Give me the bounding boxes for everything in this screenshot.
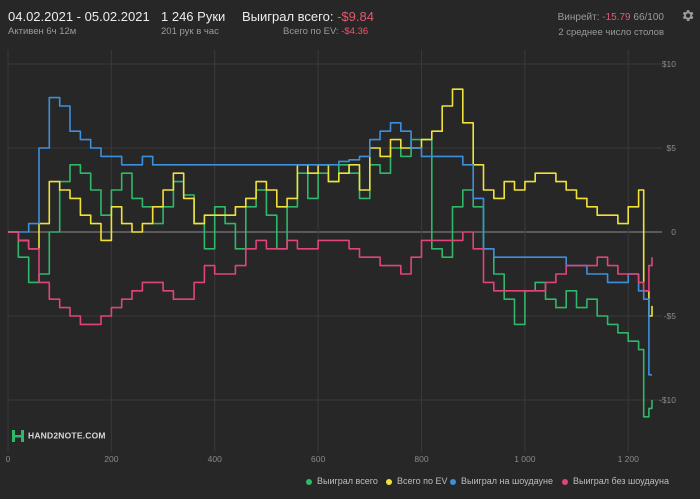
active-time: Активен 6ч 12м — [8, 26, 77, 37]
won-total-label: Выиграл всего: — [242, 9, 334, 24]
x-tick-label: 400 — [208, 454, 222, 464]
ev-total-label: Всего по EV: — [283, 26, 339, 37]
y-axis-ticks: $10 $5 0 -$5 -$10 — [659, 59, 676, 405]
legend-label-ev-total: Всего по EV — [397, 476, 448, 486]
x-axis-ticks: 0 200 400 600 800 1 000 1 200 — [6, 454, 639, 464]
hand2note-logo: HAND2NOTE.COM — [12, 430, 106, 442]
y-tick-label: $5 — [667, 143, 677, 153]
winrate-label: Винрейт: — [557, 12, 600, 23]
legend-item-ev-total[interactable]: Всего по EV — [386, 476, 447, 486]
winrate: Винрейт: -15.79 66/100 — [558, 12, 664, 23]
chart-series — [8, 88, 653, 418]
series-line-2 — [8, 96, 652, 376]
series-line-3 — [8, 231, 653, 326]
x-tick-label: 600 — [311, 454, 325, 464]
gear-icon[interactable] — [680, 8, 695, 23]
x-tick-label: 1 000 — [514, 454, 536, 464]
legend-label-showdown: Выиграл на шоудауне — [461, 476, 553, 486]
y-tick-label: -$10 — [659, 395, 676, 405]
hands-per-hour: 201 рук в час — [161, 26, 219, 37]
y-tick-label: $10 — [662, 59, 676, 69]
series-line-1 — [8, 88, 653, 317]
chart-grid — [7, 50, 662, 452]
date-range: 04.02.2021 - 05.02.2021 — [8, 9, 150, 24]
legend-item-non-showdown[interactable]: Выиграл без шоудауна — [562, 476, 669, 486]
logo-text: HAND2NOTE.COM — [28, 430, 106, 441]
winrate-suffix: 66/100 — [633, 12, 664, 23]
avg-tables: 2 среднее число столов — [558, 27, 664, 38]
ev-total-value: -$4.36 — [341, 26, 369, 37]
legend-item-showdown[interactable]: Выиграл на шоудауне — [450, 476, 553, 486]
legend-dot-non-showdown — [562, 478, 568, 485]
hands-count: 1 246 Руки — [161, 9, 226, 24]
legend-label-non-showdown: Выиграл без шоудауна — [573, 476, 669, 486]
hand2note-logo-icon — [12, 430, 24, 442]
y-tick-label: -$5 — [664, 311, 677, 321]
x-tick-label: 200 — [104, 454, 118, 464]
x-tick-label: 800 — [414, 454, 428, 464]
ev-total: Всего по EV: -$4.36 — [283, 26, 368, 37]
won-total-value: -$9.84 — [337, 9, 374, 24]
x-tick-label: 1 200 — [618, 454, 640, 464]
legend-item-won-total[interactable]: Выиграл всего — [306, 476, 378, 486]
legend-dot-ev-total — [386, 478, 392, 485]
y-tick-label: 0 — [671, 227, 676, 237]
won-total: Выиграл всего: -$9.84 — [242, 9, 374, 24]
legend-dot-won-total — [306, 478, 312, 485]
legend-label-won-total: Выиграл всего — [317, 476, 378, 486]
x-tick-label: 0 — [6, 454, 11, 464]
winrate-value: -15.79 — [602, 12, 631, 23]
legend-dot-showdown — [450, 478, 456, 485]
